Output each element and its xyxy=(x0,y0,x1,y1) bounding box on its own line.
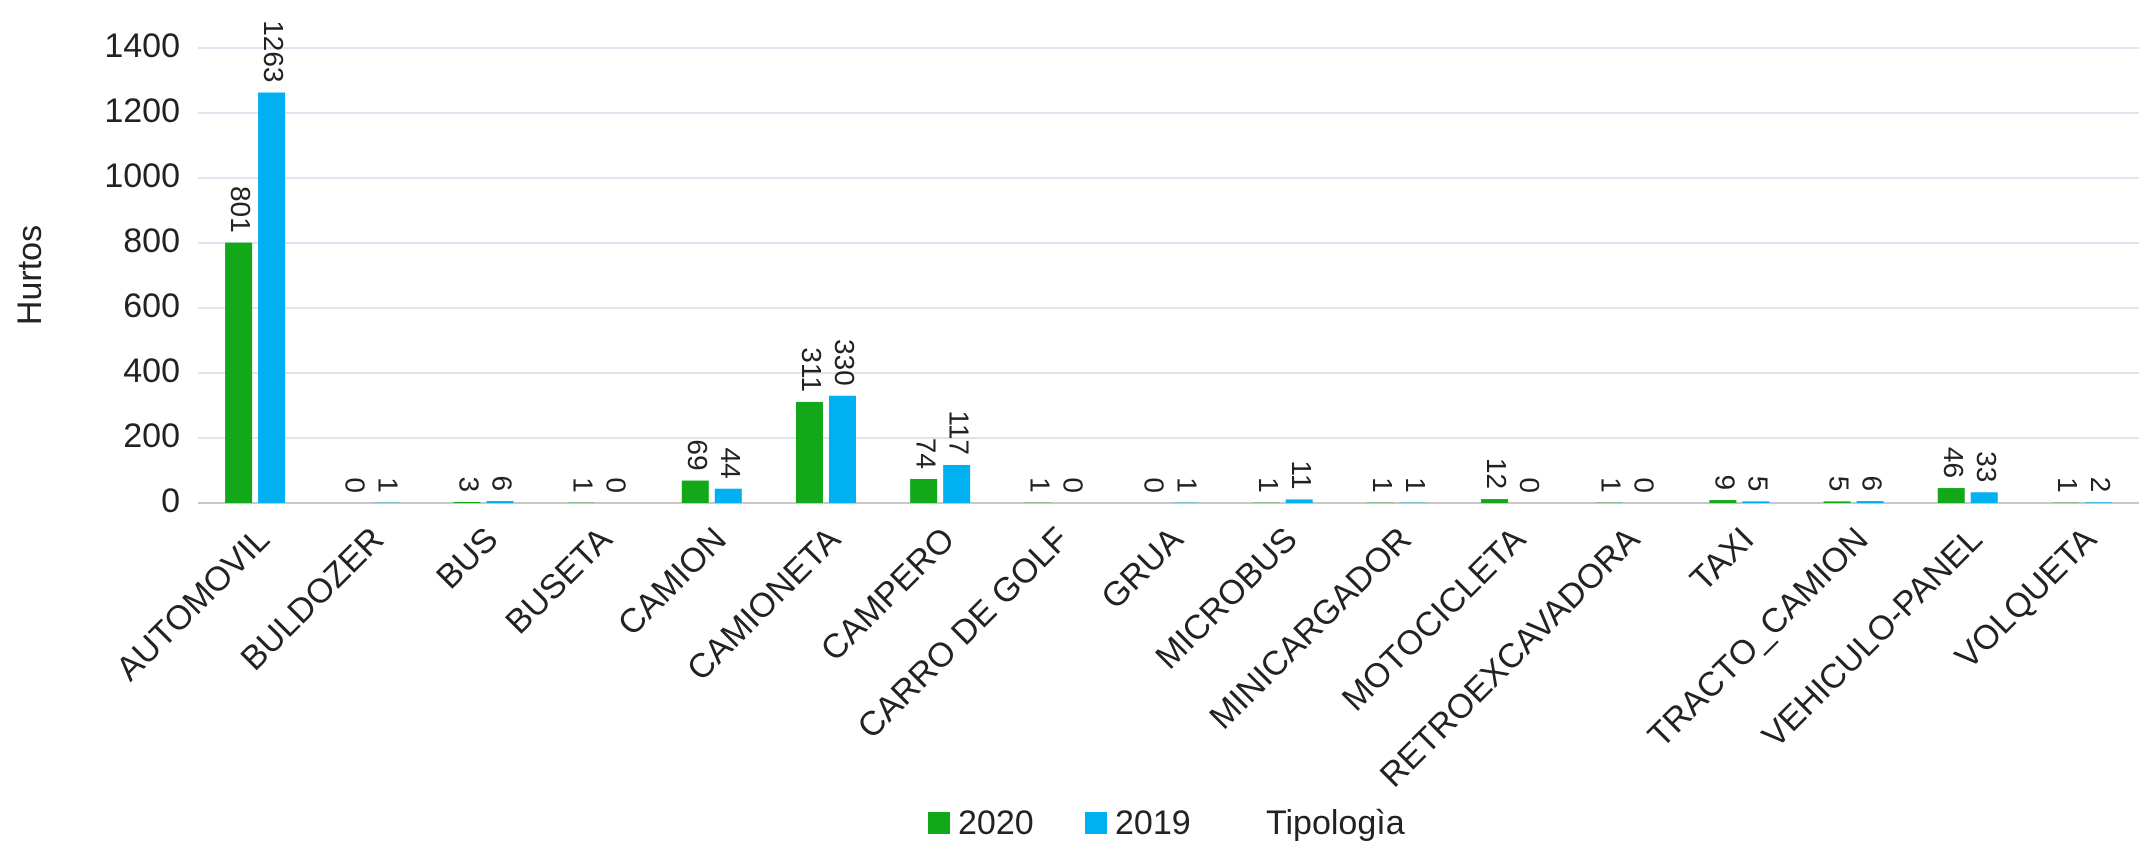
bar xyxy=(1709,500,1737,503)
bar xyxy=(714,488,742,503)
legend-swatch xyxy=(928,812,950,834)
value-label: 5 xyxy=(1742,476,1773,492)
bar xyxy=(1742,501,1770,503)
x-tick-label: TAXI xyxy=(1683,520,1762,599)
value-label: 311 xyxy=(796,347,827,392)
value-label: 33 xyxy=(1971,451,2002,482)
bar xyxy=(486,501,514,503)
value-label: 0 xyxy=(1139,477,1170,493)
value-label: 1 xyxy=(1024,477,1055,493)
y-axis-label: Hurtos xyxy=(11,225,49,325)
value-label: 44 xyxy=(715,448,746,479)
bar xyxy=(1937,488,1965,503)
y-tick-label: 600 xyxy=(123,287,180,325)
value-label: 0 xyxy=(1057,477,1088,493)
legend-label: 2020 xyxy=(958,804,1034,842)
value-label: 12 xyxy=(1481,458,1512,489)
value-label: 2 xyxy=(2085,477,2116,493)
value-label: 69 xyxy=(682,439,713,470)
bar xyxy=(795,401,823,503)
bar xyxy=(910,478,938,503)
value-label: 6 xyxy=(1857,475,1888,491)
bar xyxy=(1856,501,1884,503)
x-tick-label: CARRO DE GOLF xyxy=(850,520,1076,746)
value-label: 0 xyxy=(1514,477,1545,493)
value-label: 0 xyxy=(339,477,370,493)
value-label: 46 xyxy=(1938,447,1969,478)
value-label: 117 xyxy=(943,410,974,455)
x-tick-label: BUSETA xyxy=(498,520,620,642)
value-label: 1 xyxy=(372,477,403,493)
value-label: 1 xyxy=(1253,477,1284,493)
x-tick-label: MINICARGADOR xyxy=(1202,520,1419,737)
legend-swatch xyxy=(1085,812,1107,834)
bar xyxy=(943,464,971,503)
x-tick-label: TRACTO_CAMION xyxy=(1641,520,1876,755)
bar xyxy=(828,395,856,503)
bar xyxy=(258,92,286,504)
bar xyxy=(1481,499,1509,503)
value-label: 6 xyxy=(487,475,518,491)
value-label: 1 xyxy=(568,477,599,493)
value-label: 1 xyxy=(1367,477,1398,493)
value-label: 11 xyxy=(1286,460,1317,489)
value-label: 1 xyxy=(2052,477,2083,493)
y-tick-label: 1400 xyxy=(104,27,180,65)
x-tick-label: GRUA xyxy=(1094,520,1191,617)
value-label: 0 xyxy=(1628,477,1659,493)
y-tick-label: 400 xyxy=(123,352,180,390)
value-label: 1 xyxy=(1400,477,1431,493)
y-tick-label: 0 xyxy=(161,482,180,520)
value-label: 9 xyxy=(1709,474,1740,490)
bar xyxy=(1823,501,1851,503)
y-tick-label: 800 xyxy=(123,222,180,260)
value-label: 801 xyxy=(225,186,256,233)
y-tick-label: 1000 xyxy=(104,157,180,195)
bar xyxy=(681,480,709,503)
value-label: 74 xyxy=(910,438,941,469)
bar xyxy=(1285,499,1313,503)
legend-label: 2019 xyxy=(1115,804,1191,842)
x-tick-label: BUS xyxy=(429,520,505,596)
bar xyxy=(2084,502,2112,503)
y-tick-label: 1200 xyxy=(104,92,180,130)
x-tick-label: VEHICULO-PANEL xyxy=(1755,520,1990,755)
bar xyxy=(453,502,481,503)
value-label: 0 xyxy=(601,477,632,493)
y-tick-label: 200 xyxy=(123,417,180,455)
value-label: 330 xyxy=(829,339,860,386)
bar xyxy=(1970,492,1998,503)
value-label: 3 xyxy=(454,476,485,492)
value-label: 5 xyxy=(1824,476,1855,492)
value-label: 1 xyxy=(1172,477,1203,493)
value-label: 1 xyxy=(1595,477,1626,493)
x-axis-label: Tipologìa xyxy=(1266,804,1405,842)
bar xyxy=(225,242,253,504)
value-label: 1263 xyxy=(258,20,289,82)
